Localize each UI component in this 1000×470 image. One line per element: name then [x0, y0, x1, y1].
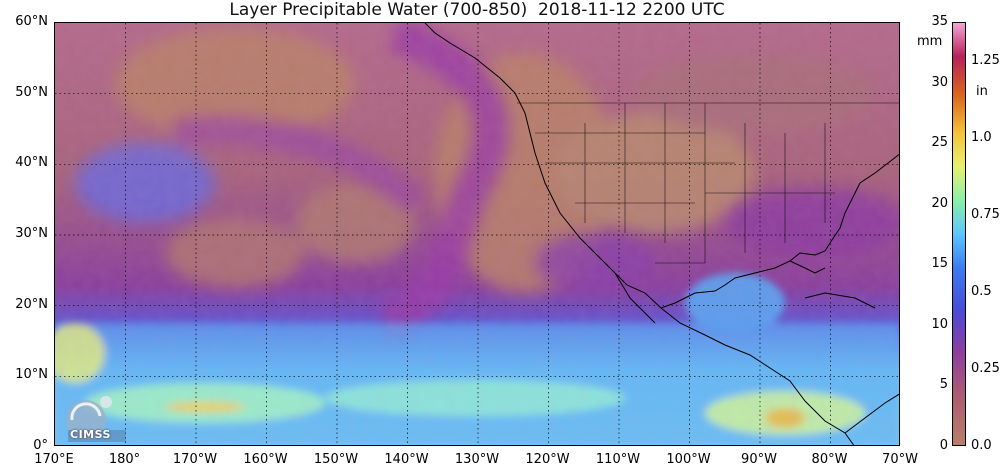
colorbar-mm-tick: 10 — [931, 316, 948, 332]
longitude-label: 180° — [108, 452, 141, 467]
colorbar-in-tick: 0.5 — [971, 284, 992, 300]
colorbar-mm-tick: 5 — [939, 377, 948, 393]
colorbar-mm-unit: mm — [917, 34, 943, 49]
latitude-label: 60°N — [15, 14, 48, 29]
latitude-label: 30°N — [15, 226, 48, 241]
longitude-label: 150°W — [313, 452, 359, 467]
longitude-label: 100°W — [666, 452, 711, 467]
colorbar-mm-tick: 0 — [939, 438, 948, 453]
colorbar-in-tick: 1.0 — [971, 130, 992, 146]
colorbar-mm-tick: 15 — [931, 256, 948, 272]
latitude-label: 50°N — [15, 84, 48, 100]
colorbar-in-tick: 0.0 — [971, 438, 992, 453]
colorbar-in-unit: in — [976, 84, 988, 99]
latitude-label: 0° — [33, 438, 48, 453]
colorbar-mm-tick: 30 — [931, 74, 948, 90]
colorbar-in-tick: 1.25 — [971, 53, 1000, 69]
longitude-label: 90°W — [741, 452, 777, 467]
state-boundaries — [517, 102, 899, 264]
longitude-label: 130°W — [454, 452, 500, 467]
colorbar-mm-tick: 35 — [931, 14, 948, 29]
coastlines — [424, 23, 899, 445]
longitude-label: 160°W — [243, 452, 288, 467]
colorbar-mm-tick: 20 — [931, 195, 948, 211]
colorbar-mm-tick: 25 — [931, 135, 948, 151]
latitude-label: 20°N — [15, 296, 48, 312]
longitude-label: 170°E — [34, 452, 74, 467]
longitude-label: 170°W — [172, 452, 218, 467]
lat-lon-grid — [55, 23, 899, 445]
longitude-label: 110°W — [595, 452, 641, 467]
cimss-logo-icon — [66, 396, 126, 442]
cimss-logo-text: CIMSS — [70, 428, 111, 441]
map-title: Layer Precipitable Water (700-850) 2018-… — [229, 0, 725, 20]
longitude-label: 140°W — [384, 452, 429, 467]
latitude-label: 10°N — [15, 367, 48, 383]
colorbar-in-tick: 0.75 — [971, 207, 1000, 223]
longitude-label: 70°W — [882, 452, 918, 467]
precipitable-water-map — [54, 22, 900, 446]
latitude-label: 40°N — [15, 155, 48, 171]
colorbar-in-tick: 0.25 — [971, 361, 1000, 377]
longitude-label: 120°W — [525, 452, 570, 467]
colorbar — [952, 22, 966, 446]
longitude-label: 80°W — [811, 452, 848, 467]
